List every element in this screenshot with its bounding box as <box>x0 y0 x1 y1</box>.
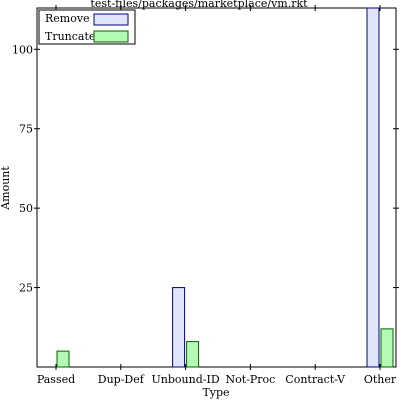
bars <box>56 7 394 368</box>
bar-truncate-unbound-id <box>186 341 200 368</box>
x-tick-label: Contract-V <box>285 373 346 386</box>
y-tick-label: 25 <box>19 282 33 295</box>
x-tick-label: Other <box>364 373 397 386</box>
legend-label-remove: Remove <box>45 12 90 25</box>
chart-title: test-files/packages/marketplace/vm.rkt <box>90 0 308 10</box>
y-axis-label: Amount <box>0 166 12 211</box>
bar-truncate-passed <box>56 350 70 368</box>
x-tick-labels: Passed Dup-Def Unbound-ID Not-Proc Contract-… <box>37 373 397 386</box>
bar-remove-unbound-id <box>172 287 186 368</box>
y-tick-marks <box>34 48 399 289</box>
legend-swatch-remove <box>93 13 129 26</box>
y-tick-label: 75 <box>19 123 33 136</box>
x-tick-label: Not-Proc <box>225 373 275 386</box>
plot-frame <box>36 7 397 368</box>
x-tick-label: Unbound-ID <box>152 373 220 386</box>
y-tick-label: 100 <box>12 43 33 56</box>
y-tick-label: 50 <box>19 202 33 215</box>
legend: Remove Truncate <box>38 9 136 45</box>
bar-remove-other <box>366 7 380 368</box>
x-tick-label: Passed <box>37 373 75 386</box>
legend-label-truncate: Truncate <box>45 30 95 43</box>
legend-swatch-truncate <box>93 30 129 43</box>
x-tick-marks <box>55 5 381 370</box>
bar-truncate-other <box>380 328 394 368</box>
x-axis-label: Type <box>202 386 229 399</box>
y-tick-labels: 25 50 75 100 <box>12 43 33 294</box>
x-tick-label: Dup-Def <box>98 373 145 386</box>
